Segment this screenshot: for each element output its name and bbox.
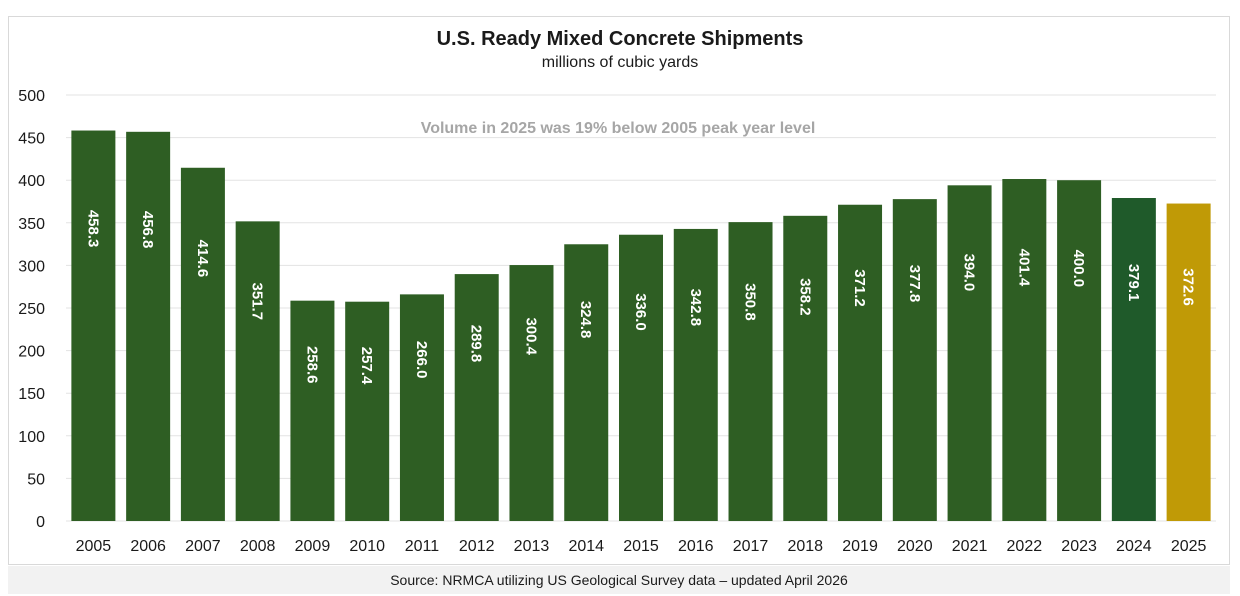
- x-tick-label: 2015: [623, 538, 659, 555]
- bar-value-label: 458.3: [84, 210, 101, 248]
- x-tick-label: 2022: [1007, 538, 1043, 555]
- y-tick-label: 450: [18, 131, 45, 148]
- bar-2023: [1057, 180, 1102, 521]
- y-tick-label: 400: [18, 173, 45, 190]
- x-tick-label: 2021: [952, 538, 988, 555]
- bar-2017: [728, 222, 773, 521]
- bar-2019: [838, 204, 883, 521]
- x-tick-label: 2020: [897, 538, 933, 555]
- y-tick-label: 250: [18, 301, 45, 318]
- bar-value-label: 372.6: [1180, 268, 1197, 306]
- bar-value-label: 377.8: [906, 265, 923, 303]
- bar-value-label: 351.7: [249, 283, 266, 321]
- bar-2021: [947, 185, 992, 521]
- bar-value-label: 289.8: [468, 325, 485, 363]
- bar-2010: [345, 301, 390, 521]
- x-tick-label: 2016: [678, 538, 714, 555]
- x-tick-label: 2011: [405, 538, 440, 555]
- y-tick-label: 100: [18, 429, 45, 446]
- bar-value-label: 258.6: [303, 346, 320, 384]
- x-tick-label: 2014: [568, 538, 604, 555]
- y-tick-label: 200: [18, 344, 45, 361]
- bar-chart: 0 50 100 150 200 250 300 350 400 450 500 Volume in …: [18, 88, 1216, 555]
- x-tick-label: 2005: [76, 538, 112, 555]
- x-tick-label: 2010: [349, 538, 385, 555]
- bar-2024: [1111, 198, 1156, 521]
- x-tick-label: 2008: [240, 538, 276, 555]
- bar-value-label: 350.8: [742, 283, 759, 321]
- x-tick-label: 2019: [842, 538, 878, 555]
- bar-2011: [399, 294, 444, 521]
- bar-value-label: 379.1: [1125, 264, 1142, 302]
- bar-value-label: 414.6: [194, 240, 211, 278]
- annotation: Volume in 2025 was 19% below 2005 peak y…: [421, 120, 816, 137]
- bar-2013: [509, 265, 554, 521]
- bar-2008: [235, 221, 280, 521]
- x-tick-label: 2017: [733, 538, 769, 555]
- bar-2025: [1166, 203, 1211, 521]
- source-note: Source: NRMCA utilizing US Geological Su…: [8, 566, 1230, 594]
- bar-2005: [71, 130, 116, 522]
- y-tick-label: 0: [36, 514, 45, 531]
- bar-2007: [180, 167, 225, 521]
- x-tick-label: 2023: [1061, 538, 1097, 555]
- bar-2015: [619, 234, 663, 521]
- bar-2014: [564, 244, 609, 522]
- bar-2006: [126, 131, 171, 521]
- x-tick-label: 2013: [514, 538, 550, 555]
- bar-value-label: 371.2: [851, 269, 868, 307]
- bar-value-label: 358.2: [796, 278, 813, 316]
- y-tick-label: 150: [18, 386, 45, 403]
- x-tick-label: 2009: [295, 538, 331, 555]
- bar-value-label: 336.0: [632, 293, 649, 331]
- x-tick-label: 2025: [1171, 538, 1207, 555]
- bar-value-label: 394.0: [961, 254, 978, 292]
- bar-value-label: 257.4: [358, 347, 375, 385]
- y-tick-label: 500: [18, 88, 45, 105]
- bar-2020: [892, 199, 937, 522]
- bar-2009: [290, 300, 335, 521]
- bar-value-label: 401.4: [1015, 249, 1032, 287]
- chart-subtitle: millions of cubic yards: [541, 54, 699, 71]
- x-tick-label: 2024: [1116, 538, 1152, 555]
- y-tick-label: 350: [18, 216, 45, 233]
- x-tick-label: 2006: [130, 538, 166, 555]
- bar-value-label: 324.8: [577, 301, 594, 339]
- x-tick-label: 2007: [185, 538, 221, 555]
- y-tick-label: 50: [27, 471, 45, 488]
- x-tick-label: 2012: [459, 538, 495, 555]
- bar-2016: [673, 228, 718, 522]
- bar-value-label: 456.8: [139, 211, 156, 249]
- bar-2022: [1002, 179, 1047, 521]
- bar-value-label: 266.0: [413, 341, 430, 379]
- bar-value-label: 300.4: [522, 317, 539, 355]
- bar-value-label: 342.8: [687, 289, 704, 327]
- bar-2018: [783, 215, 828, 521]
- x-tick-label: 2018: [787, 538, 823, 555]
- bar-2012: [454, 274, 499, 521]
- bar-value-label: 400.0: [1070, 250, 1087, 288]
- y-tick-label: 300: [18, 258, 45, 275]
- chart-title: U.S. Ready Mixed Concrete Shipments: [436, 28, 804, 50]
